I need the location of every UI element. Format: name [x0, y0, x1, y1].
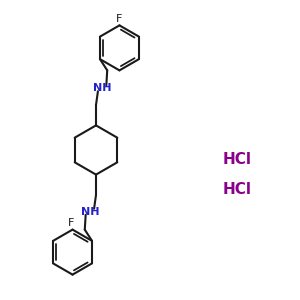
Text: F: F [68, 218, 74, 228]
Text: F: F [116, 14, 123, 24]
Text: HCl: HCl [223, 182, 251, 196]
Text: HCl: HCl [223, 152, 251, 166]
Text: NH: NH [93, 83, 111, 93]
Text: NH: NH [81, 207, 99, 217]
